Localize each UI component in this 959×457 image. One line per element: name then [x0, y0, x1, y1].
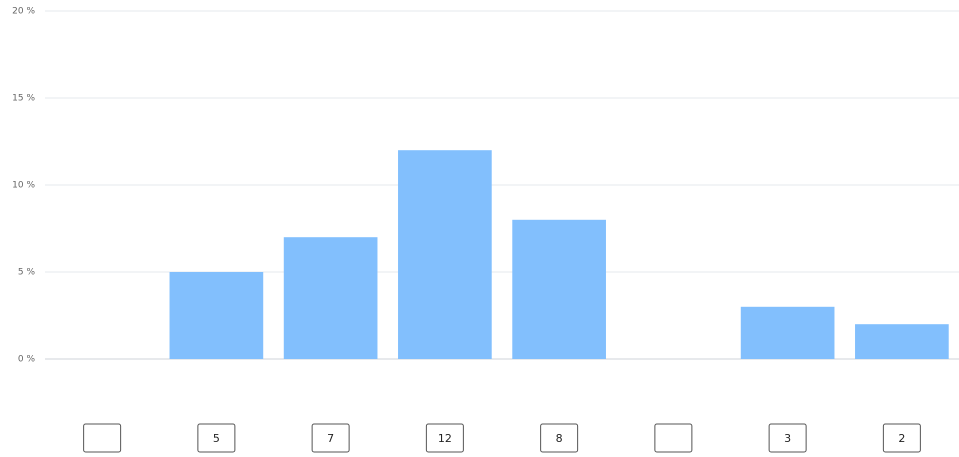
y-tick-label: 20 % [12, 7, 35, 17]
value-box [540, 423, 579, 453]
value-box [425, 423, 464, 453]
value-box [654, 423, 693, 453]
bar [512, 219, 606, 359]
value-box [83, 423, 122, 453]
value-box [768, 423, 807, 453]
value-box [197, 423, 236, 453]
bar [169, 272, 264, 359]
bar [398, 150, 492, 359]
y-tick-label: 15 % [12, 94, 35, 104]
value-label: 3 [784, 432, 791, 445]
y-tick-label: 0 % [18, 355, 36, 365]
bar [283, 237, 378, 359]
bar [740, 306, 835, 359]
value-box [311, 423, 350, 453]
bar [855, 324, 949, 359]
y-tick-label: 10 % [12, 181, 35, 191]
value-label: 8 [556, 432, 563, 445]
y-tick-label: 5 % [18, 268, 36, 278]
value-label: 12 [438, 432, 452, 445]
value-box [882, 423, 921, 453]
value-label: 2 [898, 432, 905, 445]
value-label: 7 [327, 432, 334, 445]
value-label: 5 [213, 432, 220, 445]
